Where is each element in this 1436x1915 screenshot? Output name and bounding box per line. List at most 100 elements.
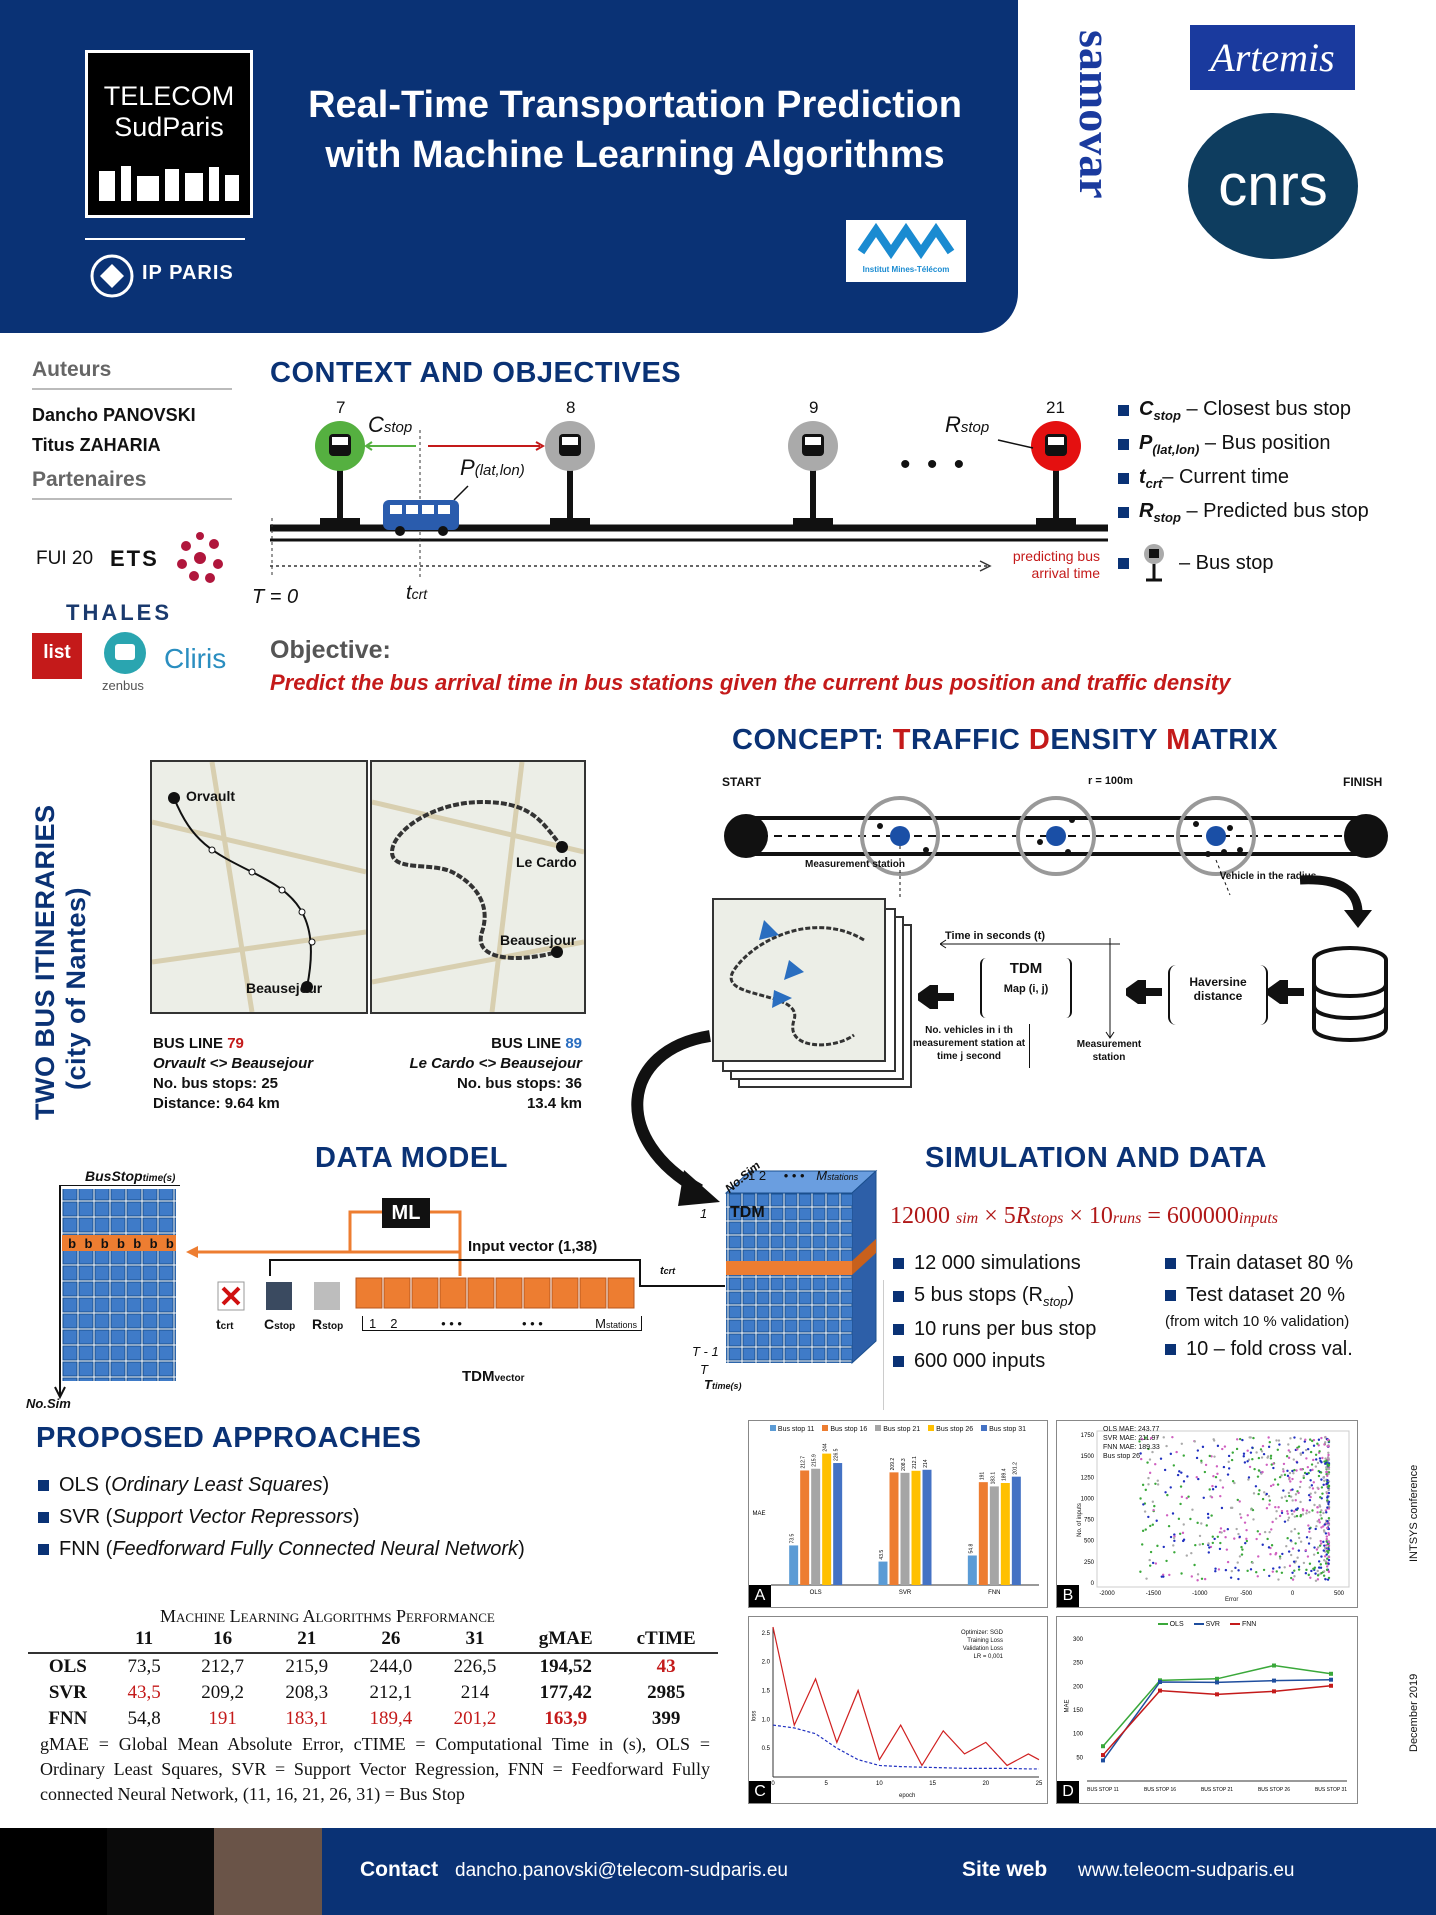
scatter-point [1326, 1479, 1329, 1482]
panel-c-legend: Optimizer: SGD Training Loss Validation Lo… [961, 1630, 1004, 1660]
date-label: December 2019 [1408, 1673, 1420, 1752]
scatter-point [1283, 1520, 1287, 1523]
tick-label: -1000 [1192, 1591, 1208, 1597]
cube-t1: T - 1 [692, 1344, 719, 1359]
scatter-point [1217, 1568, 1221, 1571]
scatter-point [1260, 1450, 1264, 1453]
data-label: 214 [923, 1459, 929, 1468]
table-row: OLS 73,5 212,7 215,9 244,0 226,5 194,52 43 [28, 1653, 718, 1680]
scatter-point [1286, 1512, 1290, 1515]
scatter-point [1215, 1465, 1219, 1468]
scatter-point [1311, 1487, 1315, 1490]
scatter-point [1297, 1491, 1300, 1495]
scatter-point [1196, 1579, 1199, 1582]
scatter-point [1267, 1494, 1271, 1498]
scatter-point [1314, 1465, 1318, 1468]
scatter-point [1169, 1452, 1173, 1456]
table-note: gMAE = Global Mean Absolute Error, cTIME… [40, 1734, 710, 1804]
scatter-point [1270, 1528, 1273, 1531]
bus-stop-icon [1144, 544, 1164, 582]
tcrt-label: tcrt [406, 582, 428, 604]
table-cell: 209,2 [201, 1682, 244, 1703]
contact-email-link[interactable]: dancho.panovski@telecom-sudparis.eu [455, 1860, 788, 1881]
scatter-point [1263, 1491, 1266, 1494]
curved-flow-arrow-icon [631, 1030, 720, 1206]
scatter-point [1316, 1511, 1319, 1514]
tick-label: 50 [1076, 1755, 1083, 1761]
scatter-point [1317, 1560, 1321, 1563]
scatter-point [1269, 1454, 1273, 1458]
scatter-point [1190, 1575, 1193, 1578]
scatter-point [1312, 1481, 1315, 1484]
scatter-point [1325, 1470, 1328, 1474]
scatter-point [1173, 1539, 1176, 1543]
scatter-point [1327, 1576, 1331, 1580]
tick-label: 0 [1091, 1581, 1095, 1587]
scatter-point [1289, 1553, 1293, 1557]
scatter-point [1319, 1510, 1322, 1514]
itineraries-vertical-heading: TWO BUS ITINERARIES (city of Nantes) [30, 804, 91, 1120]
scatter-point [1148, 1471, 1152, 1475]
scatter-point [1144, 1436, 1147, 1439]
table-cell: 399 [651, 1708, 681, 1729]
validation-note: (from witch 10 % validation) [1165, 1313, 1350, 1330]
scatter-point [1165, 1444, 1168, 1448]
tick-label: 250 [1073, 1661, 1084, 1667]
table-cell: 201,2 [453, 1708, 497, 1729]
scatter-point [1208, 1454, 1211, 1458]
scatter-point [1312, 1553, 1316, 1556]
scatter-point [1193, 1440, 1197, 1443]
scatter-point [1326, 1438, 1330, 1442]
map-label: Le Cardo [516, 854, 577, 870]
scatter-point [1276, 1448, 1279, 1452]
sidebar: Auteurs Dancho PANOVSKI Titus ZAHARIA Pa… [32, 358, 232, 510]
legend-item: Rstop – Predicted bus stop [1118, 500, 1418, 525]
list-item: 10 runs per bus stop [893, 1318, 1096, 1341]
context-legend: Cstop – Closest bus stop P(lat,lon) – Bu… [1118, 398, 1418, 592]
scatter-point [1314, 1527, 1317, 1531]
tick-label: 1500 [1081, 1454, 1095, 1460]
station-label: Measurement station [804, 859, 906, 870]
tick-label: 0 [771, 1781, 775, 1787]
scatter-point [1295, 1514, 1299, 1518]
scatter-point [1327, 1472, 1330, 1476]
panel-a-legend: Bus stop 11 Bus stop 16 Bus stop 21 Bus … [749, 1425, 1047, 1433]
panel-b: -2000 -1500 -1000 -500 0 500 1750 1500 1250 1000 7… [1056, 1420, 1358, 1608]
scatter-point [1154, 1562, 1158, 1565]
scatter-point [1313, 1546, 1316, 1549]
scatter-point [1325, 1568, 1329, 1572]
scatter-point [1327, 1456, 1330, 1459]
scatter-point [1305, 1568, 1308, 1572]
scatter-point [1165, 1514, 1169, 1517]
scatter-point [1294, 1493, 1298, 1496]
site-link[interactable]: www.teleocm-sudparis.eu [1078, 1860, 1295, 1881]
scatter-point [1162, 1575, 1165, 1578]
scatter-point [1154, 1463, 1157, 1466]
scatter-point [1317, 1474, 1321, 1478]
rstop-label: Rstop [945, 412, 990, 437]
scatter-point [1239, 1516, 1243, 1519]
scatter-point [1146, 1461, 1149, 1464]
series-line [772, 1724, 1039, 1770]
tick-label: 1.0 [762, 1717, 771, 1723]
scatter-point [1224, 1568, 1228, 1572]
scatter-point [1151, 1561, 1155, 1565]
scatter-point [1278, 1443, 1281, 1446]
scatter-point [1295, 1469, 1298, 1472]
scatter-point [1238, 1437, 1242, 1441]
scatter-point [1262, 1452, 1266, 1456]
scatter-point [1304, 1572, 1308, 1575]
tick-label: 2.5 [762, 1631, 771, 1637]
haversine-box: Haversine distance [1168, 965, 1268, 1025]
data-label: 43.5 [879, 1550, 885, 1560]
scatter-point [1317, 1438, 1321, 1441]
scatter-point [1327, 1453, 1330, 1457]
scatter-point [1316, 1442, 1319, 1445]
scatter-point [1308, 1527, 1311, 1530]
scatter-point [1323, 1546, 1327, 1550]
scatter-point [1325, 1491, 1328, 1494]
list-item: 10 – fold cross val. [1165, 1338, 1353, 1361]
scatter-point [1216, 1472, 1219, 1475]
bar [911, 1470, 921, 1585]
scatter-point [1204, 1463, 1208, 1467]
